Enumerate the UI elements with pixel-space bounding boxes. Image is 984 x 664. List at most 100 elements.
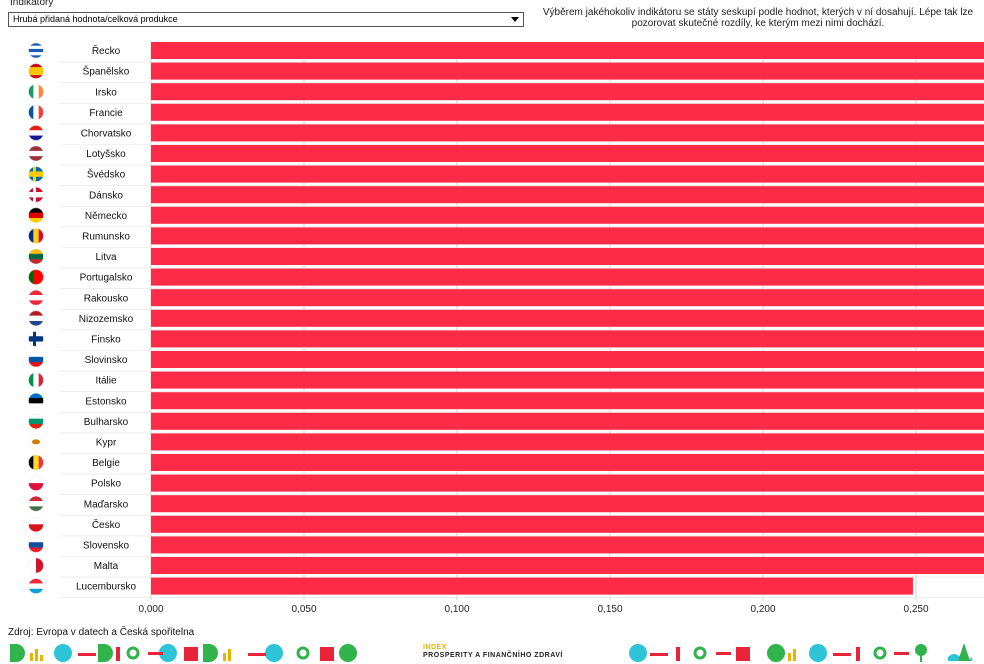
austria-flag-icon <box>28 290 44 306</box>
brand-index: INDEX <box>423 644 447 651</box>
bar-16[interactable] <box>151 351 984 368</box>
category-label-bg <box>60 515 148 533</box>
slovakia-flag-icon <box>28 537 44 553</box>
category-label: Slovensko <box>83 541 130 552</box>
category-label: Řecko <box>92 44 121 57</box>
category-label: Chorvatsko <box>81 129 132 140</box>
bar-1[interactable] <box>151 42 984 59</box>
category-label-bg <box>60 186 148 204</box>
category-label: Lotyšsko <box>86 149 126 160</box>
malta-flag-icon <box>28 558 44 573</box>
category-label-bg <box>60 145 148 162</box>
category-label-bg <box>60 268 148 286</box>
slovenia-flag-icon <box>28 352 44 367</box>
bar-27[interactable] <box>151 577 913 595</box>
chevron-down-icon[interactable] <box>511 17 519 22</box>
category-label-bg <box>60 536 148 554</box>
category-label: Lucembursko <box>76 582 136 593</box>
germany-flag-icon <box>28 207 44 223</box>
bars: Řecko Španělsko Irsko Francie Chorvatsko Loty… <box>28 42 984 599</box>
category-label-bg <box>60 433 148 451</box>
bar-7[interactable] <box>151 165 984 183</box>
category-label: Itálie <box>95 376 117 387</box>
latvia-flag-icon <box>28 146 44 161</box>
bar-25[interactable] <box>151 536 984 554</box>
bar-8[interactable] <box>151 186 984 204</box>
bulgaria-flag-icon <box>28 413 44 429</box>
bar-3[interactable] <box>151 83 984 101</box>
spain-flag-icon <box>28 63 44 79</box>
finland-flag-icon <box>28 331 44 347</box>
x-tick-label: 0,100 <box>444 604 469 615</box>
x-axis: 0,0000,0500,1000,1500,2000,2500,3000,350… <box>138 604 928 615</box>
portugal-flag-icon <box>28 269 44 285</box>
bar-17[interactable] <box>151 371 984 389</box>
category-label: Česko <box>92 518 121 531</box>
cyprus-flag-icon <box>28 434 44 450</box>
bar-14[interactable] <box>151 309 984 327</box>
sweden-flag-icon <box>28 166 44 182</box>
bar-26[interactable] <box>151 557 984 574</box>
x-tick-label: 0,050 <box>291 604 316 615</box>
czechia-flag-icon <box>28 516 44 532</box>
category-label-bg <box>60 62 148 80</box>
bar-20[interactable] <box>151 433 984 451</box>
category-label: Francie <box>89 108 123 119</box>
bar-15[interactable] <box>151 330 984 348</box>
bar-6[interactable] <box>151 145 984 162</box>
poland-flag-icon <box>28 475 44 491</box>
category-label: Portugalsko <box>80 273 133 284</box>
italy-flag-icon <box>28 372 44 388</box>
bar-11[interactable] <box>151 248 984 265</box>
bar-13[interactable] <box>151 289 984 307</box>
category-label-bg <box>60 42 148 59</box>
bar-22[interactable] <box>151 474 984 492</box>
indicator-label: Indikátory <box>10 0 54 8</box>
source-note: Zdroj: Evropa v datech a Česká spořiteln… <box>8 627 195 638</box>
france-flag-icon <box>28 104 44 120</box>
lithuania-flag-icon <box>28 249 44 264</box>
category-label-bg <box>60 412 148 430</box>
bar-10[interactable] <box>151 227 984 245</box>
bar-19[interactable] <box>151 412 984 430</box>
category-label-bg <box>60 495 148 513</box>
luxembourg-flag-icon <box>28 578 44 594</box>
bar-9[interactable] <box>151 206 984 224</box>
netherlands-flag-icon <box>28 310 44 326</box>
bar-4[interactable] <box>151 103 984 121</box>
romania-flag-icon <box>28 228 44 244</box>
category-label: Irsko <box>95 87 117 98</box>
bar-5[interactable] <box>151 124 984 142</box>
category-label: Švédsko <box>87 168 126 181</box>
greece-flag-icon <box>28 43 44 58</box>
decorative-icon-strip-left <box>10 644 357 662</box>
category-label: Malta <box>94 561 119 572</box>
category-label: Finsko <box>91 335 121 346</box>
category-label-bg <box>60 557 148 574</box>
indicator-select[interactable]: Hrubá přidaná hodnota/celková produkce <box>8 12 524 27</box>
belgium-flag-icon <box>28 455 44 470</box>
bar-23[interactable] <box>151 495 984 513</box>
category-label: Nizozemsko <box>79 314 134 325</box>
category-label-bg <box>60 454 148 471</box>
category-label: Maďarsko <box>84 499 129 510</box>
category-label-bg <box>60 309 148 327</box>
category-label: Dánsko <box>89 190 123 201</box>
brand-name: PROSPERITY A FINANČNÍHO ZDRAVÍ <box>423 652 563 659</box>
bar-21[interactable] <box>151 454 984 471</box>
bar-18[interactable] <box>151 392 984 410</box>
indicator-description: Výběrem jakéhokoliv indikátoru se státy … <box>542 7 974 29</box>
x-tick-label: 0,200 <box>750 604 775 615</box>
category-label-bg <box>60 165 148 183</box>
category-label-bg <box>60 330 148 348</box>
bar-24[interactable] <box>151 515 984 533</box>
bar-12[interactable] <box>151 268 984 286</box>
x-tick-label: 0,150 <box>597 604 622 615</box>
bar-2[interactable] <box>151 62 984 80</box>
category-label-bg <box>60 474 148 492</box>
category-label: Rumunsko <box>82 232 130 243</box>
category-label-bg <box>60 227 148 245</box>
category-label-bg <box>60 103 148 121</box>
category-label: Litva <box>95 252 117 263</box>
category-label-bg <box>60 371 148 389</box>
